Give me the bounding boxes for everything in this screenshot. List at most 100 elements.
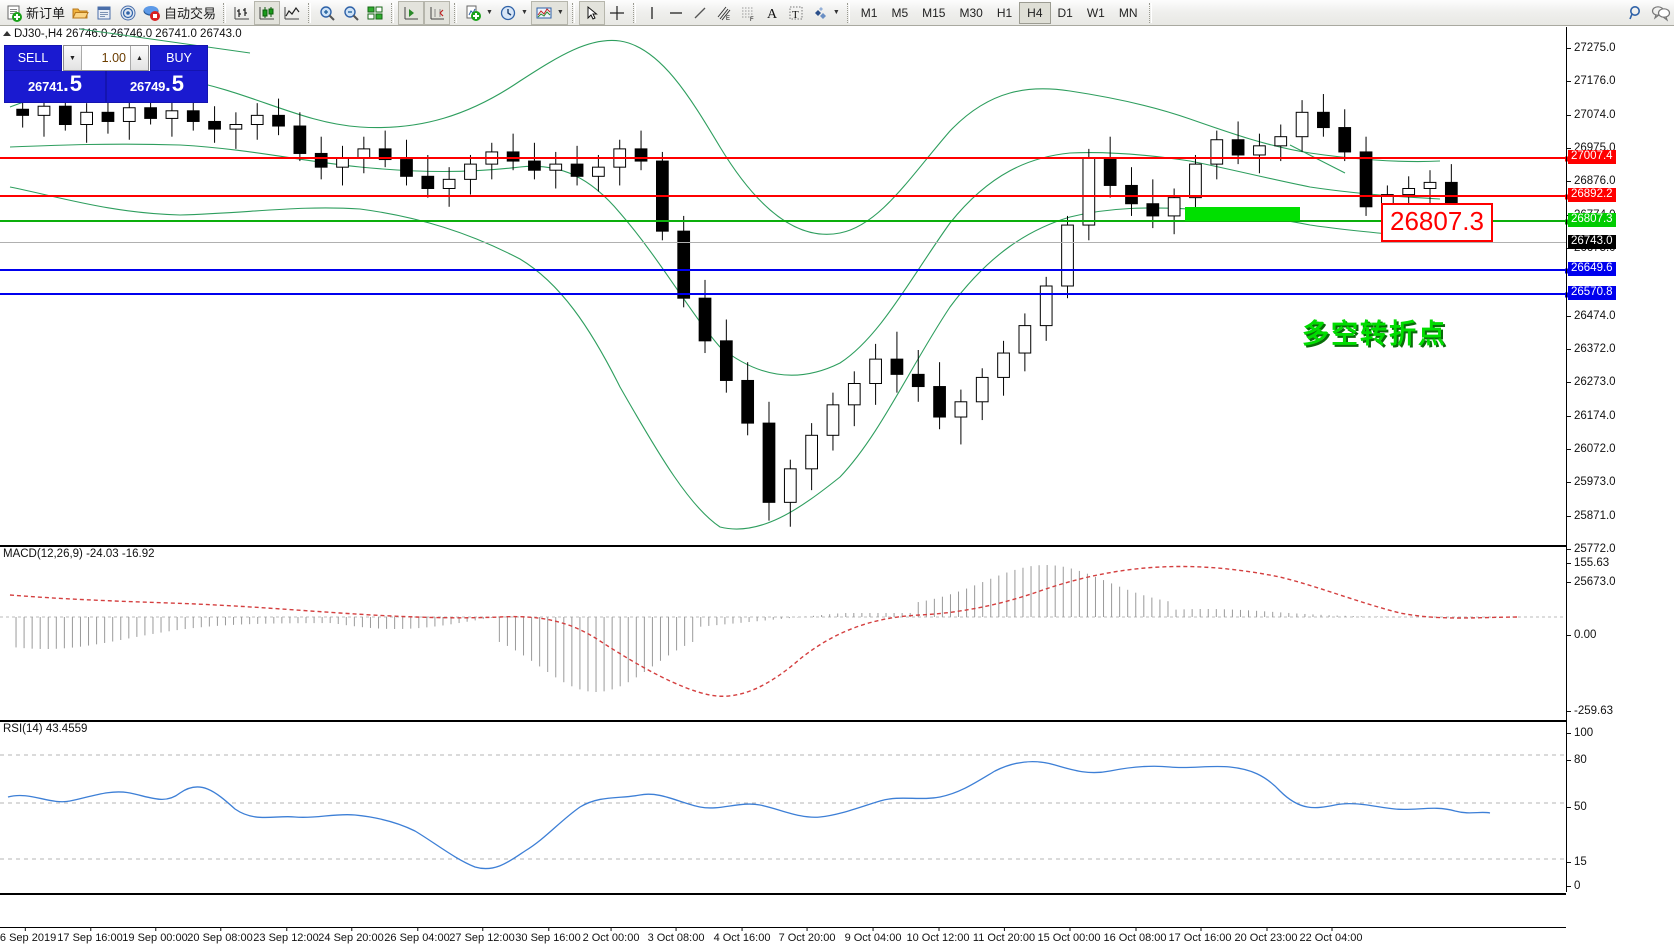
volume-input[interactable]: 1.00 [101,51,126,65]
search-button[interactable] [1624,1,1648,25]
autotrading-button[interactable]: 自动交易 [140,1,219,25]
fibonacci-button[interactable]: F [736,1,760,25]
folder-icon [71,4,89,22]
line-anchor[interactable] [1565,292,1570,298]
zoom-out-button[interactable] [339,1,363,25]
autotrading-icon [143,4,161,22]
price-tick: 25871.0 [1567,510,1616,522]
candle-chart-button[interactable] [254,0,281,25]
timeframe-m1[interactable]: M1 [860,5,878,20]
indicators-button[interactable]: ▼ [461,1,496,25]
timeframe-m15[interactable]: M15 [922,5,946,20]
hline-button[interactable] [664,1,688,25]
chevron-down-icon[interactable]: ▼ [556,9,564,16]
hline-icon [667,4,685,22]
hline-support-1[interactable] [0,268,1570,274]
shift-end-button[interactable] [398,0,425,25]
shapes-button[interactable]: ▼ [808,1,843,25]
price-pane-drawings [9,28,1458,530]
chat-button[interactable] [1648,1,1674,25]
time-tick: 27 Sep 12:00 [449,927,515,944]
price-tick: 25772.0 [1567,543,1616,555]
hline-pivot-green[interactable] [0,219,1570,225]
volume-stepper[interactable]: ▼ 1.00 ▲ [63,45,149,71]
line-chart-button[interactable] [280,1,304,25]
buy-button[interactable]: BUY [150,45,208,71]
price-tick: 25673.0 [1567,576,1616,588]
templates-button[interactable]: ▼ [530,0,568,25]
new-order-button[interactable]: 新订单 [2,1,68,25]
price-badge[interactable]: 26570.8 [1568,286,1616,300]
chevron-down-icon[interactable]: ▼ [832,9,840,16]
price-tick: 26174.0 [1567,410,1616,422]
sell-price[interactable]: 26741 . 5 [4,71,106,103]
label-button[interactable]: T [784,1,808,25]
timeframe-m5[interactable]: M5 [891,5,909,20]
line-anchor[interactable] [1565,156,1570,162]
buy-price-dec: 5 [171,71,184,96]
bar-chart-button[interactable] [230,1,254,25]
tile-windows-button[interactable] [363,1,387,25]
equidistant-channel-button[interactable]: E [712,1,736,25]
timeframe-h4[interactable]: H4 [1019,1,1051,24]
collapse-triangle-icon[interactable] [3,31,11,36]
timeframe-m30[interactable]: M30 [959,5,983,20]
one-click-trading-panel[interactable]: SELL ▼ 1.00 ▲ BUY 26741 . 5 26749 . 5 [4,45,208,103]
data-window-icon [95,4,113,22]
volume-increase-button[interactable]: ▲ [130,46,148,70]
time-axis[interactable]: 16 Sep 2019 17 Sep 16:00 19 Sep 00:00 20 Se… [0,927,1566,949]
time-tick: 16 Sep 2019 [0,927,56,944]
chart-window[interactable]: DJ30-,H4 26746.0 26746.0 26741.0 26743.0 [0,27,1674,949]
time-tick: 16 Oct 08:00 [1103,927,1167,944]
signals-button[interactable] [116,1,140,25]
hline-resistance-1[interactable] [0,156,1570,162]
line-anchor[interactable] [1565,194,1570,200]
price-badge[interactable]: 26892.2 [1568,188,1616,202]
timeframe-mn[interactable]: MN [1118,5,1138,20]
zoom-in-button[interactable] [315,1,339,25]
volume-decrease-button[interactable]: ▼ [64,46,82,70]
new-order-label: 新订单 [26,6,66,21]
price-badge[interactable]: 27007.4 [1568,150,1616,164]
equidistant-icon: E [715,4,733,22]
chevron-down-icon[interactable]: ▼ [520,9,528,16]
price-badge[interactable]: 26649.6 [1568,262,1616,276]
price-tick: 26372.0 [1567,343,1616,355]
timeframe-d1[interactable]: D1 [1057,5,1073,20]
price-badge[interactable]: 26743.0 [1568,235,1616,249]
crosshair-button[interactable] [605,1,629,25]
toolbar-separator [308,2,312,23]
vline-button[interactable] [640,1,664,25]
macd-tick: -259.63 [1567,705,1613,717]
cursor-button[interactable] [578,0,605,25]
buy-price[interactable]: 26749 . 5 [106,71,208,103]
trendline-icon [691,4,709,22]
price-tick: 26474.0 [1567,310,1616,322]
chevron-down-icon[interactable]: ▼ [486,9,493,16]
price-callout-box: 26807.3 [1381,203,1493,242]
text-button[interactable]: A [760,1,784,25]
trade-panel-controls: SELL ▼ 1.00 ▲ BUY [4,45,208,71]
hline-resistance-2[interactable] [0,194,1570,200]
timeframe-h1[interactable]: H1 [996,5,1013,20]
timeframe-w1[interactable]: W1 [1086,5,1105,20]
auto-scroll-button[interactable] [424,0,451,25]
green-highlight-block[interactable] [1185,207,1300,221]
line-anchor[interactable] [1565,219,1570,225]
data-window-button[interactable] [92,1,116,25]
folder-button[interactable] [68,1,92,25]
rsi-plot [0,754,1566,870]
toolbar-separator [1148,2,1152,23]
rsi-label: RSI(14) 43.4559 [3,723,88,735]
price-axis[interactable]: 27275.027176.027074.026975.026876.026774… [1566,27,1674,588]
sell-button[interactable]: SELL [4,45,62,71]
hline-support-2[interactable] [0,292,1570,298]
line-anchor[interactable] [1565,268,1570,274]
toolbar-separator [223,2,227,23]
toolbar-separator [846,2,850,23]
svg-text:F: F [750,17,754,22]
periods-button[interactable]: ▼ [496,1,531,25]
price-badge[interactable]: 26807.3 [1568,213,1616,227]
trendline-button[interactable] [688,1,712,25]
price-tick: 25973.0 [1567,476,1616,488]
